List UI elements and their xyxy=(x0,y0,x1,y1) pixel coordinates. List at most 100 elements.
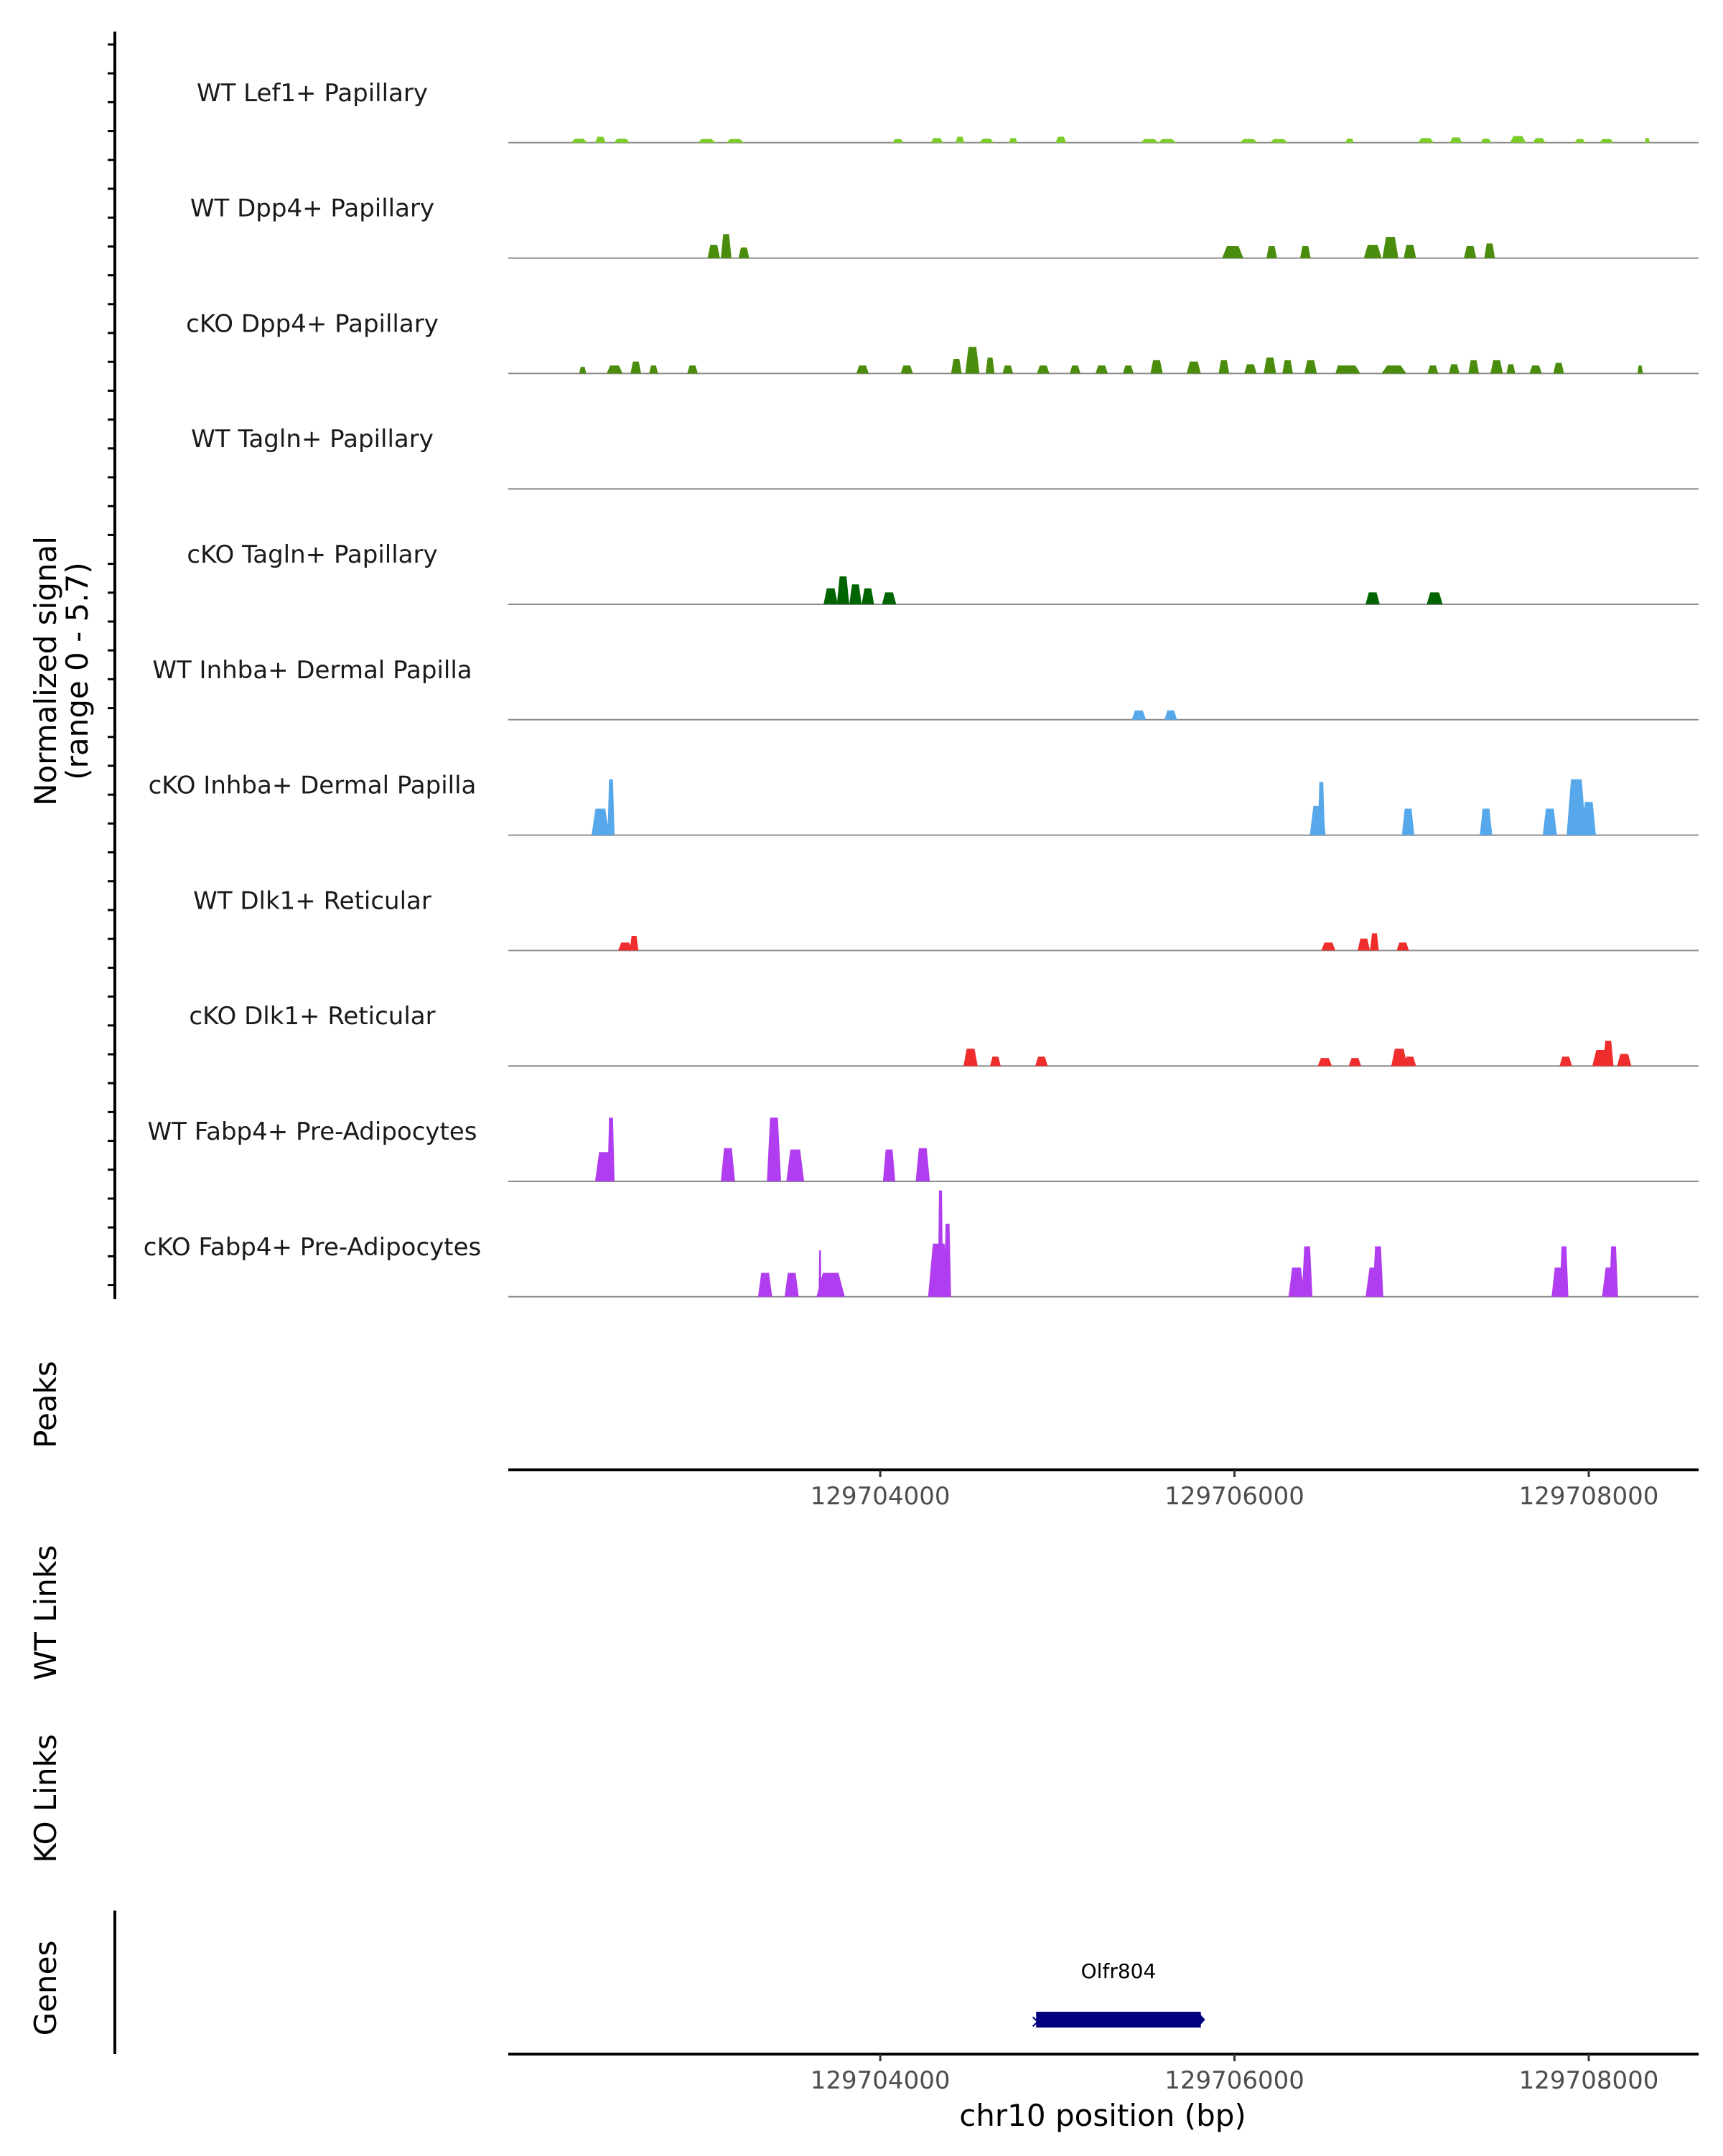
coverage-peak xyxy=(985,357,995,374)
x-axis-lower: 129704000 129706000 129708000 xyxy=(508,2053,1699,2095)
coverage-peak xyxy=(1480,808,1493,835)
coverage-peak xyxy=(1299,245,1311,258)
coverage-peak xyxy=(571,139,587,143)
track-label: WT Lef1+ Papillary xyxy=(197,79,428,108)
track-3: WT Tagln+ Papillary xyxy=(191,425,1699,490)
coverage-peak xyxy=(721,1148,735,1181)
coverage-peak xyxy=(1506,364,1516,374)
coverage-peak xyxy=(1266,245,1277,258)
coverage-peak xyxy=(955,136,965,143)
coverage-peak xyxy=(1264,357,1276,374)
coverage-peak xyxy=(892,139,904,143)
coverage-peak xyxy=(1427,365,1439,374)
coverage-peak xyxy=(1282,360,1293,374)
coverage-peak xyxy=(990,1056,1001,1067)
coverage-peak xyxy=(767,1117,781,1181)
coverage-peak xyxy=(1396,942,1409,951)
coverage-peak xyxy=(965,347,980,374)
coverage-tracks: WT Lef1+ Papillary WT Dpp4+ Papillary cKO … xyxy=(108,32,1699,1299)
coverage-peak xyxy=(1449,364,1460,374)
track-5: WT Inhba+ Dermal Papilla xyxy=(152,656,1699,721)
coverage-peak xyxy=(721,234,732,258)
coverage-peak xyxy=(1370,933,1379,951)
track-0: WT Lef1+ Papillary xyxy=(197,79,1699,144)
track-7: WT Dlk1+ Reticular xyxy=(193,886,1699,952)
coverage-peak xyxy=(606,365,623,374)
coverage-peak xyxy=(1644,138,1650,143)
coverage-peak xyxy=(1582,802,1596,835)
coverage-peak xyxy=(697,139,716,143)
coverage-peak xyxy=(1363,245,1382,258)
track-label: cKO Inhba+ Dermal Papilla xyxy=(149,772,477,800)
track-label: cKO Dlk1+ Reticular xyxy=(189,1002,435,1031)
coverage-peak xyxy=(784,1272,799,1297)
coverage-peak xyxy=(1164,710,1177,720)
track-label: cKO Fabp4+ Pre-Adipocytes xyxy=(144,1233,482,1262)
coverage-peak xyxy=(1599,139,1614,143)
coverage-peak xyxy=(1321,942,1336,951)
coverage-peak xyxy=(1490,360,1503,374)
coverage-peak xyxy=(1317,1058,1332,1067)
coverage-peak xyxy=(1140,139,1159,143)
coverage-peak xyxy=(1484,243,1495,258)
coverage-peak xyxy=(1404,245,1416,258)
track-label: WT Tagln+ Papillary xyxy=(191,425,434,454)
track-10: cKO Fabp4+ Pre-Adipocytes xyxy=(144,1190,1699,1298)
coverage-peak xyxy=(607,1117,615,1181)
coverage-peak xyxy=(1533,138,1546,143)
coverage-peak xyxy=(707,245,720,258)
coverage-peak xyxy=(1559,1246,1569,1297)
gene-end-arrow xyxy=(1197,2012,1205,2028)
peaks-track-label: Peaks xyxy=(28,1361,63,1448)
coverage-peak xyxy=(1510,136,1526,143)
coverage-peak xyxy=(1609,1246,1618,1297)
coverage-peak xyxy=(579,367,587,374)
coverage-peak xyxy=(786,1149,805,1181)
coverage-peak xyxy=(856,365,869,374)
coverage-peak xyxy=(1617,1054,1632,1067)
coverage-peak xyxy=(1348,1058,1361,1067)
coverage-peak xyxy=(979,139,994,143)
x-tick-label: 129708000 xyxy=(1519,1482,1659,1511)
coverage-peak xyxy=(1566,779,1587,835)
coverage-peak xyxy=(757,1272,772,1297)
track-label: WT Inhba+ Dermal Papilla xyxy=(152,656,472,685)
coverage-peak xyxy=(1123,365,1134,374)
coverage-peak xyxy=(1009,138,1018,143)
track-label: cKO Tagln+ Papillary xyxy=(187,540,437,569)
track-1: WT Dpp4+ Papillary xyxy=(190,194,1699,259)
coverage-peak xyxy=(613,139,630,143)
coverage-peak xyxy=(1218,360,1230,374)
track-label: WT Dlk1+ Reticular xyxy=(193,886,431,915)
coverage-peak xyxy=(836,576,849,604)
coverage-peak xyxy=(1037,365,1050,374)
coverage-peak xyxy=(1542,808,1557,835)
x-tick-label: 129704000 xyxy=(811,2066,951,2095)
coverage-peak xyxy=(1381,365,1406,374)
x-tick-label: 129708000 xyxy=(1519,2066,1659,2095)
track-4: cKO Tagln+ Papillary xyxy=(187,540,1699,605)
track-label: WT Dpp4+ Papillary xyxy=(190,194,434,223)
x-tick-label: 129706000 xyxy=(1164,2066,1304,2095)
coverage-peak xyxy=(1637,365,1643,374)
track-6: cKO Inhba+ Dermal Papilla xyxy=(149,772,1699,836)
coverage-peak xyxy=(1244,364,1257,374)
coverage-peak xyxy=(862,588,874,604)
coverage-peak xyxy=(1559,1056,1572,1067)
coverage-peak xyxy=(630,361,642,374)
coverage-peak xyxy=(630,936,639,951)
coverage-peak xyxy=(594,136,606,143)
ko-links-track-label: KO Links xyxy=(28,1734,63,1863)
coverage-peak xyxy=(1480,139,1492,143)
coverage-peak xyxy=(1158,139,1177,143)
coverage-peak xyxy=(951,359,962,374)
coverage-peak xyxy=(1239,139,1258,143)
y-axis-range: (range 0 - 5.7) xyxy=(60,562,95,780)
coverage-peak xyxy=(591,808,610,835)
coverage-peak xyxy=(1365,592,1380,604)
coverage-peak xyxy=(726,139,744,143)
coverage-peak xyxy=(1391,1049,1408,1067)
coverage-peak xyxy=(900,365,913,374)
coverage-peak xyxy=(1602,1041,1614,1067)
